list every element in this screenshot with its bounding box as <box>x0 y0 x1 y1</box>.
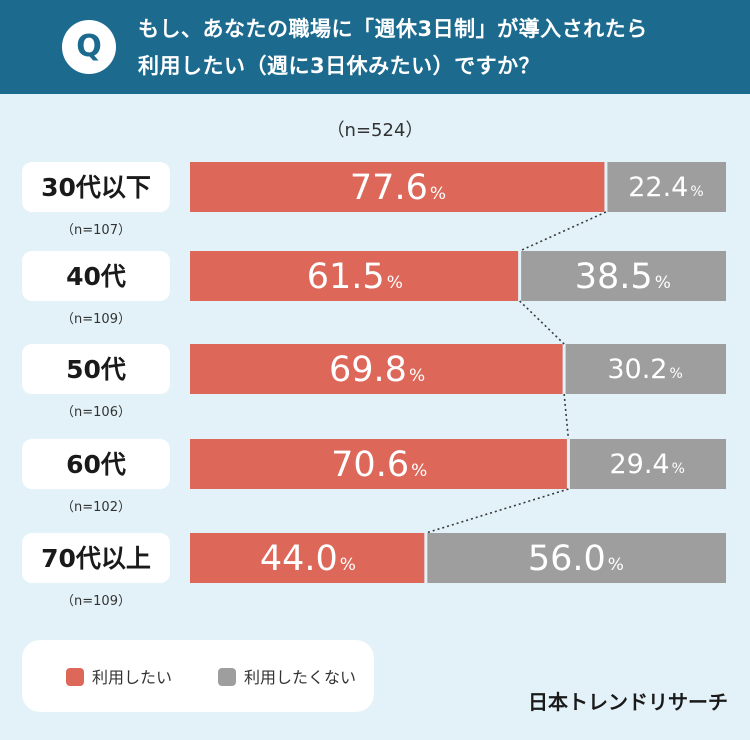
connector-line <box>519 211 607 252</box>
category-label: 30代以下 <box>41 173 151 202</box>
question-line-1: もし、あなたの職場に「週休3日制」が導入されたら <box>138 17 648 41</box>
category-n-label: （n=107） <box>61 223 131 238</box>
bar-segment-want <box>190 162 605 212</box>
question-line-2: 利用したい（週に3日休みたい）ですか？ <box>138 54 541 78</box>
bar-segment-not-want <box>521 251 726 301</box>
bar-segment-not-want <box>565 344 726 394</box>
category-label-box <box>22 344 170 394</box>
legend-swatch-want <box>66 668 84 686</box>
bar-segment-not-want <box>427 533 726 583</box>
bar-segment-want <box>190 439 567 489</box>
total-sample-size: （n=524） <box>326 120 424 141</box>
category-n-label: （n=106） <box>61 405 131 420</box>
bar-segment-want <box>190 251 519 301</box>
category-label-box <box>22 251 170 301</box>
category-label: 50代 <box>66 355 126 384</box>
category-n-label: （n=102） <box>61 500 131 515</box>
bar-segment-want <box>190 533 425 583</box>
category-label: 70代以上 <box>41 544 151 573</box>
category-label-box <box>22 533 170 583</box>
category-label-box <box>22 162 170 212</box>
stacked-bar-chart: 30代以下（n=107）77.6% 22.4 %40代（n=109）61.5% 38.… <box>22 162 726 609</box>
category-label-box <box>22 439 170 489</box>
category-label: 60代 <box>66 450 126 479</box>
legend-label-not-want: 利用したくない <box>244 668 357 687</box>
bar-segment-want <box>190 344 563 394</box>
bar-segment-not-want <box>607 162 726 212</box>
category-n-label: （n=109） <box>61 594 131 609</box>
bar-segment-not-want <box>569 439 726 489</box>
category-label: 40代 <box>66 262 126 291</box>
legend-swatch-not-want <box>218 668 236 686</box>
legend: 利用したい 利用したくない <box>22 640 374 712</box>
connector-line <box>563 393 570 440</box>
connector-line <box>425 488 569 534</box>
brand-logo: 日本トレンドリサーチ <box>528 690 728 714</box>
legend-label-want: 利用したい <box>92 668 173 687</box>
category-n-label: （n=109） <box>61 312 131 327</box>
question-header: Q もし、あなたの職場に「週休3日制」が導入されたら 利用したい（週に3日休みた… <box>0 0 750 94</box>
connector-line <box>519 300 565 345</box>
q-badge: Q <box>62 20 116 74</box>
